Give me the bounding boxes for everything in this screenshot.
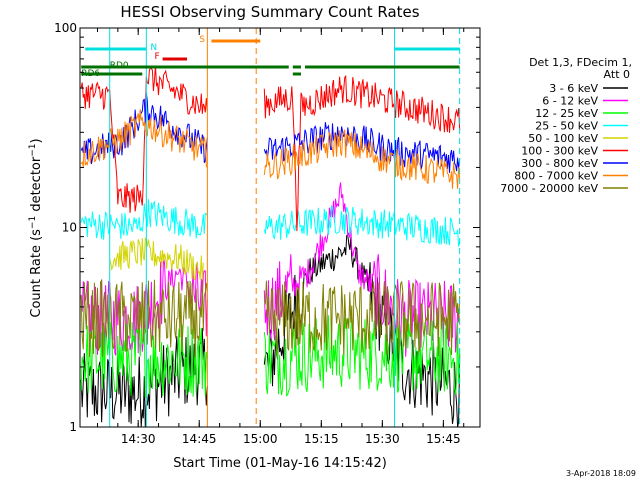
axes: 14:30 14:45 15:00 15:15 15:30 15:45 1 10 100 <box>54 21 480 446</box>
flag-label: S <box>199 35 205 45</box>
x-tick-label: 14:45 <box>182 432 217 446</box>
footer-date: 3-Apr-2018 18:09 <box>566 469 636 478</box>
legend-entry-label: 6 - 12 keV <box>542 95 598 108</box>
legend-entry-label: 25 - 50 keV <box>535 120 598 133</box>
y-tick-label: 10 <box>62 221 77 235</box>
x-tick-label: 15:15 <box>304 432 339 446</box>
x-tick-label: 15:00 <box>243 432 278 446</box>
series-line <box>80 65 461 232</box>
y-axis-label: Count Rate (s−1 detector−1) <box>28 138 44 317</box>
series-line <box>109 237 204 282</box>
flag-label: F <box>154 52 159 62</box>
chart-title: HESSI Observing Summary Count Rates <box>120 3 419 21</box>
legend-entry-label: 7000 - 20000 keV <box>500 182 598 195</box>
flag-label: RD0 <box>110 61 129 71</box>
legend-entry-label: 50 - 100 keV <box>528 132 598 145</box>
y-tick-label: 100 <box>54 21 77 35</box>
x-tick-label: 14:30 <box>121 432 156 446</box>
legend-header-line-2: Att 0 <box>604 68 630 81</box>
legend-entry-label: 100 - 300 keV <box>521 145 598 158</box>
flag-label: RD6 <box>81 69 100 79</box>
series-line <box>80 278 461 358</box>
series-line <box>80 109 461 190</box>
legend-entry-label: 300 - 800 keV <box>521 157 598 170</box>
y-tick-label: 1 <box>69 420 77 434</box>
legend-header-line-1: Det 1,3, FDecim 1, <box>529 56 632 69</box>
legend-entry-label: 12 - 25 keV <box>535 107 598 120</box>
legend-entry-label: 800 - 7000 keV <box>514 170 598 183</box>
legend-entry-label: 3 - 6 keV <box>549 82 598 95</box>
flag-label: N <box>150 43 157 53</box>
plot-area: NF S RD0 RD6 <box>80 28 461 428</box>
x-tick-label: 15:45 <box>426 432 461 446</box>
x-axis-label: Start Time (01-May-16 14:15:42) <box>173 456 387 471</box>
x-tick-label: 15:30 <box>365 432 400 446</box>
